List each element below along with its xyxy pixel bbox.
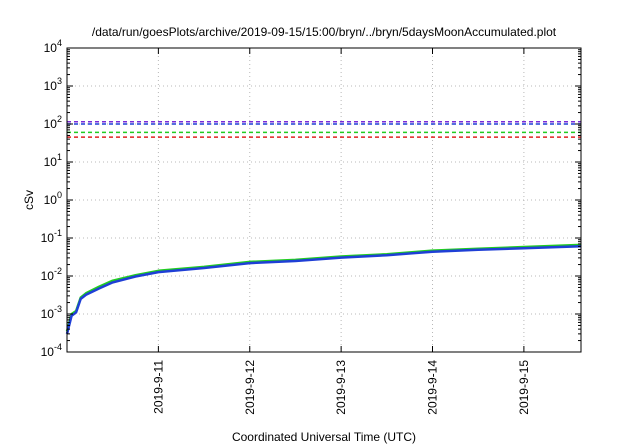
series-group [65,243,582,335]
y-tick-label: 103 [44,76,62,93]
reference-lines [67,120,581,138]
y-tick-label: 102 [44,114,62,131]
y-tick-label: 104 [44,38,62,55]
x-tick-label: 2019-9-12 [243,360,257,415]
y-tick-label: 10-2 [41,266,62,283]
x-tick-label: 2019-9-11 [151,360,165,414]
y-tick-label: 10-3 [41,304,62,321]
series-line [65,244,582,335]
x-tick-label: 2019-9-15 [517,360,531,415]
x-tick-label: 2019-9-14 [426,360,440,415]
x-axis: 2019-9-11 2019-9-12 2019-9-13 2019-9-14 2019… [151,48,531,415]
y-tick-label: 100 [44,190,62,207]
y-tick-label: 10-1 [41,228,62,245]
x-tick-label: 2019-9-13 [334,360,348,415]
x-axis-label: Coordinated Universal Time (UTC) [232,430,416,444]
y-axis: 10-4 10-3 10-2 10-1 100 101 102 103 104 [41,38,581,359]
grid [67,48,581,352]
y-tick-label: 10-4 [41,342,62,359]
y-tick-label: 101 [44,152,62,169]
y-axis-label: cSv [22,190,36,210]
chart-title: /data/run/goesPlots/archive/2019-09-15/1… [92,25,557,39]
